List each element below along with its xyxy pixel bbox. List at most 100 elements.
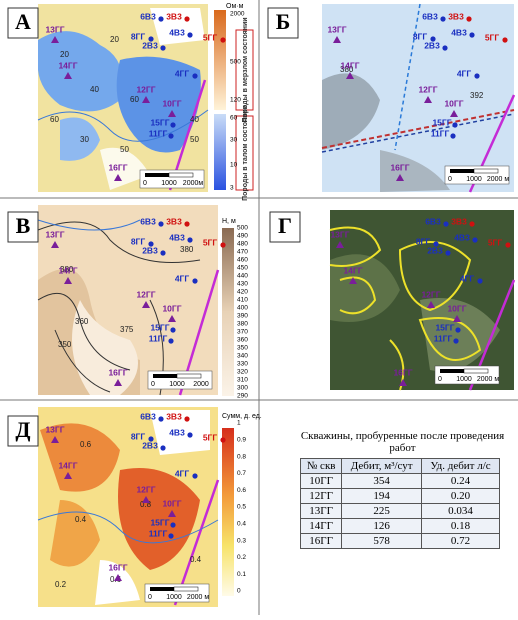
well-label: 6В3 xyxy=(425,216,441,226)
well-marker xyxy=(433,241,439,247)
well-label: 4ГГ xyxy=(457,68,472,78)
legend-tick: 340 xyxy=(237,353,248,360)
panel-letter: Д xyxy=(15,417,30,442)
well-marker xyxy=(424,96,432,103)
well-label: 3В3 xyxy=(166,411,182,421)
scale-label: 0 xyxy=(143,180,147,187)
contour-label: 392 xyxy=(470,91,484,100)
well-label: 11ГГ xyxy=(149,528,168,538)
contour-label: 0.6 xyxy=(80,440,92,449)
legend-tick: 330 xyxy=(237,361,248,368)
well-label: 10ГГ xyxy=(162,498,181,508)
well-label: 8ГГ xyxy=(131,236,146,246)
scale-label: 0 xyxy=(438,376,442,383)
well-marker xyxy=(168,533,174,539)
well-marker xyxy=(168,338,174,344)
scale-label: 0 xyxy=(151,381,155,388)
well-marker xyxy=(452,122,458,128)
legend-tick: 320 xyxy=(237,369,248,376)
well-label: 11ГГ xyxy=(431,128,450,138)
well-label: 5ГГ xyxy=(203,237,218,247)
well-label: 10ГГ xyxy=(162,98,181,108)
well-marker xyxy=(349,277,357,284)
well-label: 14ГГ xyxy=(58,60,77,70)
well-label: 10ГГ xyxy=(444,98,463,108)
panel-letter: Г xyxy=(278,213,292,238)
table-cell: 0.24 xyxy=(421,473,500,489)
well-label: 13ГГ xyxy=(45,24,64,34)
panel-letter: А xyxy=(15,9,31,34)
well-label: 12ГГ xyxy=(136,289,155,299)
legend-note: Породы в мерзлом состоянии xyxy=(242,17,249,122)
well-marker xyxy=(472,237,478,243)
well-label: 4ГГ xyxy=(175,273,190,283)
legend-tick: 350 xyxy=(237,345,248,352)
legend-tick: 500 xyxy=(230,59,241,66)
legend-tick: 310 xyxy=(237,377,248,384)
table-cell: 14ГГ xyxy=(299,518,343,534)
well-marker xyxy=(333,36,341,43)
well-label: 13ГГ xyxy=(45,229,64,239)
table-cell: 578 xyxy=(341,533,423,549)
legend-tick: 390 xyxy=(237,313,248,320)
well-marker xyxy=(158,416,164,422)
legend-tick: 430 xyxy=(237,281,248,288)
scale-label: 1000 xyxy=(456,376,472,383)
well-label: 2В3 xyxy=(142,40,158,50)
scale-label: 0 xyxy=(148,594,152,601)
table-row: 14ГГ 126 0.18 xyxy=(299,518,500,534)
well-label: 11ГГ xyxy=(434,333,453,343)
legend-tick: 460 xyxy=(237,257,248,264)
legend-tick: 450 xyxy=(237,265,248,272)
contour-label: 380 xyxy=(180,245,194,254)
well-marker xyxy=(336,241,344,248)
well-label: 4ГГ xyxy=(175,68,190,78)
header-cell: Уд. дебит л/с xyxy=(421,458,500,474)
well-marker xyxy=(158,221,164,227)
well-label: 3В3 xyxy=(166,216,182,226)
contour-label: 20 xyxy=(60,50,69,59)
well-marker xyxy=(192,473,198,479)
well-marker xyxy=(64,277,72,284)
contour-label: 0.8 xyxy=(140,500,152,509)
legend-tick: 480 xyxy=(237,241,248,248)
well-marker xyxy=(160,45,166,51)
well-label: 16ГГ xyxy=(393,367,412,377)
well-marker xyxy=(187,237,193,243)
well-label: 4ГГ xyxy=(175,468,190,478)
well-label: 12ГГ xyxy=(418,84,437,94)
well-label: 12ГГ xyxy=(136,484,155,494)
well-marker xyxy=(192,278,198,284)
legend-tick: 60 xyxy=(230,115,238,122)
well-label: 4В3 xyxy=(451,27,467,37)
scale-bar xyxy=(450,169,474,173)
legend-tick: 0.3 xyxy=(237,537,246,544)
well-marker xyxy=(51,36,59,43)
well-marker xyxy=(51,241,59,248)
well-label: 4В3 xyxy=(169,27,185,37)
table-header: № скв Дебит, м³/сут Уд. дебит л/с xyxy=(299,458,500,474)
well-label: 8ГГ xyxy=(131,31,146,41)
table-cell: 0.20 xyxy=(421,488,500,504)
well-marker xyxy=(148,36,154,42)
well-label: 3В3 xyxy=(451,216,467,226)
legend-note: Породы в талом состоянии xyxy=(242,105,249,201)
well-label: 14ГГ xyxy=(343,265,362,275)
map-b xyxy=(321,3,516,193)
scale-bar xyxy=(150,587,174,591)
contour-label: 380 xyxy=(340,65,354,74)
well-marker xyxy=(469,32,475,38)
contour-label: 50 xyxy=(190,135,199,144)
well-marker xyxy=(114,379,122,386)
contour-label: 30 xyxy=(80,135,89,144)
legend-tick: 2000 xyxy=(230,11,245,18)
contour-label: 40 xyxy=(90,85,99,94)
contour-label: 0.4 xyxy=(190,555,202,564)
well-label: 12ГГ xyxy=(136,84,155,94)
well-label: 4ГГ xyxy=(460,273,475,283)
well-marker xyxy=(220,242,226,248)
legend-tick: 0.5 xyxy=(237,504,246,511)
scale-label: 2000 м xyxy=(187,594,210,601)
